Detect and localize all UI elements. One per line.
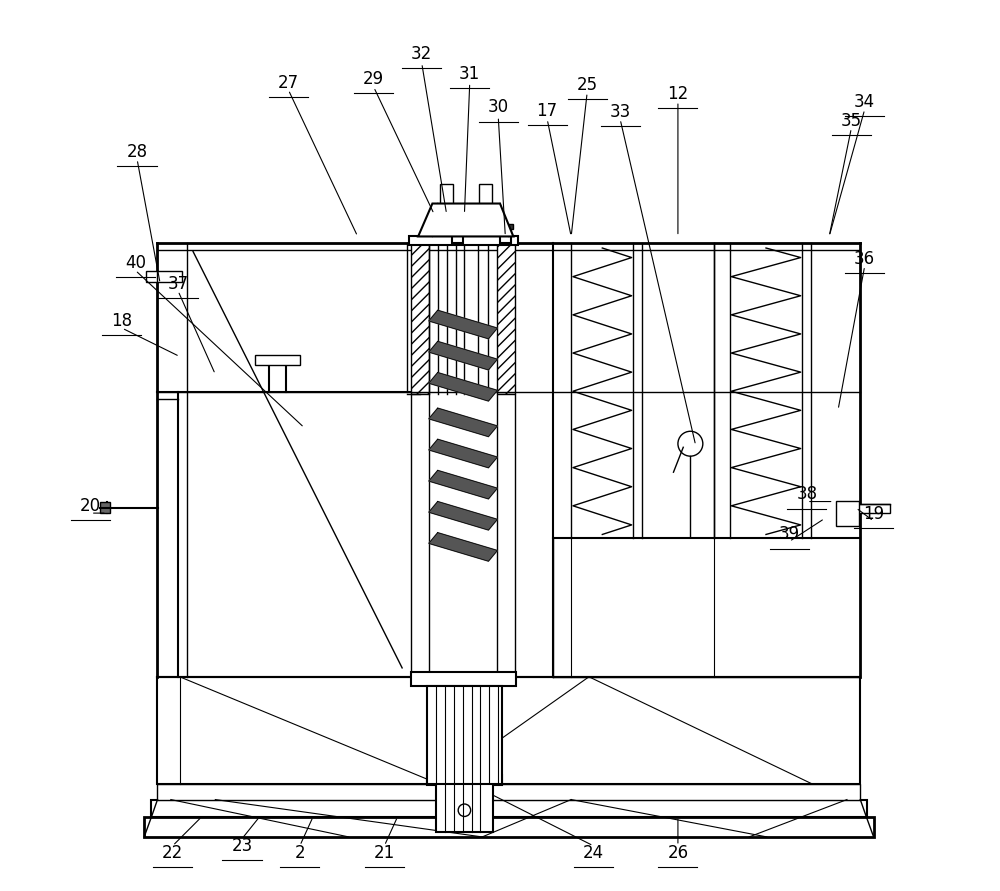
Polygon shape [418, 203, 513, 236]
Text: 35: 35 [841, 111, 862, 130]
Bar [440, 184, 453, 203]
Polygon shape [429, 408, 497, 437]
Text: 22: 22 [162, 844, 183, 862]
Text: 17: 17 [537, 102, 558, 120]
Bar [144, 817, 874, 837]
Polygon shape [429, 470, 497, 499]
Bar [151, 799, 867, 817]
Bar [427, 774, 502, 785]
Text: 27: 27 [278, 74, 299, 92]
Text: 39: 39 [779, 526, 800, 544]
Bar [409, 236, 518, 245]
Text: 40: 40 [125, 254, 146, 272]
Bar [157, 783, 860, 799]
Polygon shape [429, 310, 497, 339]
Text: 34: 34 [854, 94, 875, 111]
Polygon shape [429, 533, 497, 561]
Polygon shape [429, 341, 497, 370]
Text: 28: 28 [126, 143, 148, 161]
Bar [856, 504, 890, 513]
Polygon shape [429, 502, 497, 530]
Bar [411, 673, 516, 686]
Bar [157, 677, 860, 783]
Text: 32: 32 [411, 45, 432, 63]
Text: 25: 25 [577, 77, 598, 94]
Text: 18: 18 [111, 312, 132, 330]
Text: 38: 38 [796, 486, 817, 503]
Text: 36: 36 [854, 249, 875, 267]
Bar [836, 501, 859, 526]
Text: 24: 24 [583, 844, 604, 862]
Polygon shape [429, 439, 497, 468]
Text: 26: 26 [667, 844, 688, 862]
Polygon shape [429, 372, 497, 401]
Bar [427, 686, 502, 783]
Text: 37: 37 [167, 274, 189, 292]
Text: 20: 20 [80, 497, 101, 515]
Bar [449, 224, 465, 229]
Bar [255, 355, 300, 365]
Bar [146, 271, 182, 282]
Text: 12: 12 [667, 86, 689, 103]
Bar [411, 394, 429, 677]
Bar [479, 184, 492, 203]
Bar [411, 242, 429, 394]
Bar [497, 394, 515, 677]
Bar [436, 779, 493, 832]
Bar [497, 224, 513, 229]
Text: 33: 33 [609, 102, 631, 121]
Text: 19: 19 [863, 505, 884, 523]
Text: 2: 2 [295, 844, 305, 862]
Text: 30: 30 [488, 98, 509, 117]
Text: 31: 31 [459, 65, 480, 83]
Text: 23: 23 [231, 837, 253, 854]
Bar [500, 229, 511, 242]
Bar [100, 503, 110, 513]
Text: 21: 21 [374, 844, 395, 862]
Bar [497, 242, 515, 394]
Text: 29: 29 [363, 70, 384, 88]
Bar [452, 229, 463, 242]
